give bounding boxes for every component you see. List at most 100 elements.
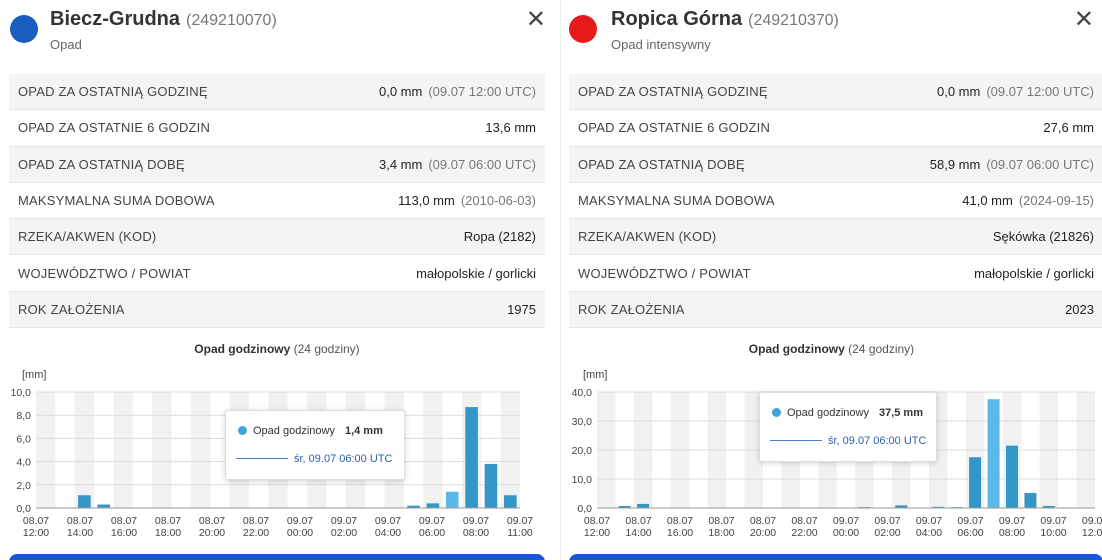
precip-bar[interactable] <box>1006 445 1018 508</box>
tooltip-value: 1,4 mm <box>344 425 383 437</box>
precip-bar[interactable] <box>484 463 498 508</box>
x-tick-date: 08.07 <box>243 515 269 527</box>
info-row-value: 1975 <box>507 302 536 317</box>
tooltip-value: 37,5 mm <box>878 407 923 419</box>
info-value-text: 1975 <box>507 301 536 317</box>
x-tick-time: 10:00 <box>1040 527 1066 539</box>
x-tick-date: 09.07 <box>1040 515 1066 527</box>
precip-bar[interactable] <box>932 506 945 508</box>
chart-title-sub: (24 godziny) <box>293 342 360 356</box>
chart-title-main: Opad godzinowy <box>748 342 845 356</box>
x-tick-time: 16:00 <box>667 527 693 539</box>
precip-bar[interactable] <box>407 505 420 508</box>
x-tick-date: 08.07 <box>791 515 817 527</box>
x-tick-time: 06:00 <box>419 527 445 539</box>
info-row-label: MAKSYMALNA SUMA DOBOWA <box>18 193 215 209</box>
x-tick-time: 18:00 <box>708 527 734 539</box>
info-value-date: (2024-09-15) <box>1018 193 1094 209</box>
x-tick-date: 08.07 <box>23 515 49 527</box>
precip-bar[interactable] <box>1024 492 1037 508</box>
precip-bar[interactable] <box>504 495 517 508</box>
chart-title: Opad godzinowy (24 godziny) <box>0 342 554 356</box>
info-row-label: OPAD ZA OSTATNIE 6 GODZIN <box>18 120 211 136</box>
info-row-value: 27,6 mm <box>1043 120 1094 135</box>
y-tick-label: 10,0 <box>572 474 593 486</box>
info-value-date: (09.07 06:00 UTC) <box>986 156 1094 172</box>
info-row-label: ROK ZAŁOŻENIA <box>18 301 125 317</box>
chart-tooltip: Opad godzinowy 1,4 mm śr, 09.07 06:00 UTC <box>225 410 405 480</box>
x-tick-date: 08.07 <box>625 515 651 527</box>
info-row-label: WOJEWÓDZTWO / POWIAT <box>18 265 191 281</box>
bottom-action-button[interactable] <box>9 554 545 560</box>
grid-stripe <box>190 392 211 508</box>
x-tick-date: 08.07 <box>708 515 734 527</box>
precip-bar[interactable] <box>1042 505 1055 508</box>
y-tick-label: 6,0 <box>16 433 31 445</box>
x-tick-time: 12:00 <box>23 527 49 539</box>
x-tick-time: 04:00 <box>916 527 942 539</box>
precip-bar[interactable] <box>895 505 908 508</box>
precip-bar[interactable] <box>445 491 459 508</box>
info-value-text: 0,0 mm <box>936 84 981 100</box>
grid-stripe <box>36 392 56 508</box>
info-row-label: OPAD ZA OSTATNIĄ DOBĘ <box>18 156 185 172</box>
x-tick-date: 09.07 <box>507 515 533 527</box>
info-row: WOJEWÓDZTWO / POWIAT małopolskie / gorlic… <box>9 255 545 292</box>
info-row-value: 113,0 mm (2010-06-03) <box>398 193 536 208</box>
info-value-text: 58,9 mm <box>929 156 981 172</box>
grid-stripe <box>423 392 443 508</box>
precip-bar[interactable] <box>426 503 440 508</box>
x-tick-date: 08.07 <box>584 515 610 527</box>
station-title: Biecz-Grudna (249210070) <box>50 8 277 31</box>
x-tick-date: 08.07 <box>667 515 693 527</box>
station-code: (249210370) <box>748 12 839 29</box>
precip-bar[interactable] <box>97 504 111 508</box>
station-status-dot <box>10 15 38 43</box>
station-panel-biecz-grudna: Biecz-Grudna (249210070) Opad ✕ OPAD ZA O… <box>0 6 554 560</box>
info-value-text: 13,6 mm <box>485 120 536 136</box>
x-tick-time: 00:00 <box>833 527 859 539</box>
x-tick-time: 12:00 <box>1082 527 1102 539</box>
info-row-label: OPAD ZA OSTATNIĄ GODZINĘ <box>18 84 208 100</box>
station-type: Opad intensywny <box>611 37 711 52</box>
info-row-value: 41,0 mm (2024-09-15) <box>962 193 1094 208</box>
precip-bar[interactable] <box>78 495 91 508</box>
precip-bar[interactable] <box>637 503 650 508</box>
close-icon[interactable]: ✕ <box>525 6 546 33</box>
precip-bar[interactable] <box>465 407 478 508</box>
tooltip-series-line: Opad godzinowy 1,4 mm <box>238 425 383 437</box>
info-row: MAKSYMALNA SUMA DOBOWA 41,0 mm (2024-09-15… <box>569 183 1102 220</box>
x-tick-date: 08.07 <box>67 515 93 527</box>
grid-stripe <box>74 392 95 508</box>
tooltip-avg-label: śr, 09.07 06:00 UTC <box>828 435 927 447</box>
tooltip-series-name: Opad godzinowy <box>253 425 335 437</box>
info-row-label: MAKSYMALNA SUMA DOBOWA <box>578 193 775 209</box>
x-tick-date: 09.07 <box>999 515 1025 527</box>
bottom-action-button[interactable] <box>569 554 1102 560</box>
precip-bar[interactable] <box>969 457 982 508</box>
grid-stripe <box>500 392 520 508</box>
info-row-value: małopolskie / gorlicki <box>416 266 536 281</box>
close-icon[interactable]: ✕ <box>1073 6 1094 33</box>
x-tick-date: 09.07 <box>874 515 900 527</box>
x-tick-time: 22:00 <box>243 527 269 539</box>
chart-title: Opad godzinowy (24 godziny) <box>561 342 1102 356</box>
x-tick-date: 09.07 <box>916 515 942 527</box>
precip-bar[interactable] <box>618 505 631 508</box>
chart-tooltip: Opad godzinowy 37,5 mm śr, 09.07 06:00 UT… <box>759 392 937 462</box>
info-row: RZEKA/AKWEN (KOD) Ropa (2182) <box>9 219 545 256</box>
info-value-date: (09.07 12:00 UTC) <box>986 84 1094 100</box>
info-value-text: Sękówka (21826) <box>992 229 1094 245</box>
x-tick-time: 08:00 <box>463 527 489 539</box>
info-row-value: 13,6 mm <box>485 120 536 135</box>
x-tick-time: 12:00 <box>584 527 610 539</box>
x-tick-date: 08.07 <box>199 515 225 527</box>
precip-bar[interactable] <box>987 399 1000 508</box>
info-value-text: małopolskie / gorlicki <box>416 265 536 281</box>
x-tick-date: 09.07 <box>1082 515 1102 527</box>
tooltip-avg-line: śr, 09.07 06:00 UTC <box>236 453 392 465</box>
x-tick-time: 02:00 <box>331 527 357 539</box>
x-tick-date: 09.07 <box>463 515 489 527</box>
y-tick-label: 0,0 <box>577 503 592 515</box>
info-value-text: 3,4 mm <box>378 156 423 172</box>
